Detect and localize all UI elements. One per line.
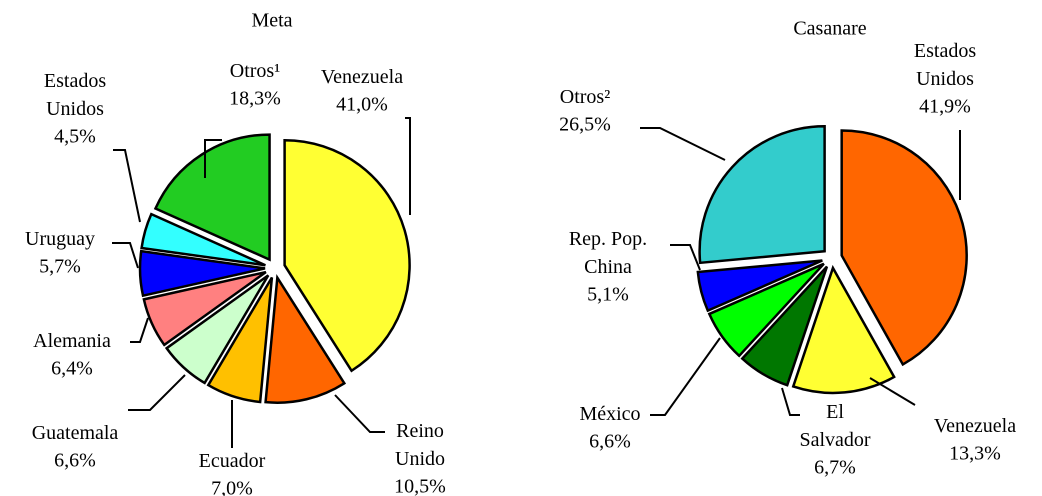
value-label: 6,6% — [54, 450, 96, 472]
slice-label: Reino Unido — [395, 420, 445, 470]
pie-slice — [164, 274, 270, 385]
leader-line — [334, 394, 385, 433]
value-label: 26,5% — [559, 114, 611, 136]
value-label: 4,5% — [54, 126, 96, 148]
value-label: 13,3% — [949, 443, 1001, 465]
leader-line — [405, 117, 411, 215]
value-label: 6,4% — [51, 358, 93, 380]
pie-slice — [142, 270, 267, 347]
value-label: 10,5% — [394, 476, 446, 496]
slice-label: Estados Unidos — [914, 40, 976, 90]
value-label: 6,7% — [814, 457, 856, 479]
pie-slice — [206, 276, 274, 404]
pie-slice — [264, 273, 347, 404]
pie-slice — [740, 265, 829, 387]
pie-slice — [840, 129, 968, 367]
leader-line — [130, 317, 149, 343]
slice-label: Ecuador — [199, 450, 266, 472]
slice-label: México — [579, 403, 640, 425]
slice-label: Venezuela — [934, 415, 1016, 437]
value-label: 7,0% — [211, 478, 253, 496]
chart-title: Meta — [251, 10, 292, 32]
value-label: 41,0% — [336, 94, 388, 116]
leader-line — [204, 139, 222, 178]
value-label: 18,3% — [229, 88, 281, 110]
slice-label: Uruguay — [25, 228, 95, 250]
value-label: 5,1% — [587, 284, 629, 306]
pie-slice — [138, 249, 266, 298]
slice-label: Otros² — [560, 86, 610, 108]
leader-line — [781, 387, 800, 416]
leader-line — [128, 374, 186, 411]
leader-line — [640, 127, 726, 161]
slice-label: El Salvador — [799, 401, 870, 451]
pie-slice — [283, 138, 411, 373]
pie-slice — [696, 259, 823, 313]
leader-line — [869, 377, 916, 406]
value-label: 5,7% — [39, 256, 81, 278]
pie-slice — [791, 264, 896, 395]
leader-line — [112, 242, 139, 269]
slice-label: Alemania — [33, 330, 111, 352]
pie-slice — [698, 125, 826, 265]
slice-label: Otros¹ — [230, 60, 280, 82]
pie-slice — [153, 133, 271, 262]
leader-line — [113, 149, 141, 223]
slice-label: Guatemala — [32, 422, 119, 444]
value-label: 6,6% — [589, 431, 631, 453]
slice-label: Estados Unidos — [44, 70, 106, 120]
pie-slice — [707, 262, 825, 358]
value-label: 41,9% — [919, 96, 971, 118]
chart-title: Casanare — [793, 18, 866, 40]
slice-label: Venezuela — [321, 66, 403, 88]
leader-line — [670, 244, 701, 271]
slice-label: Rep. Pop. China — [569, 228, 647, 278]
leader-line — [650, 337, 721, 416]
pie-slice — [140, 212, 266, 267]
